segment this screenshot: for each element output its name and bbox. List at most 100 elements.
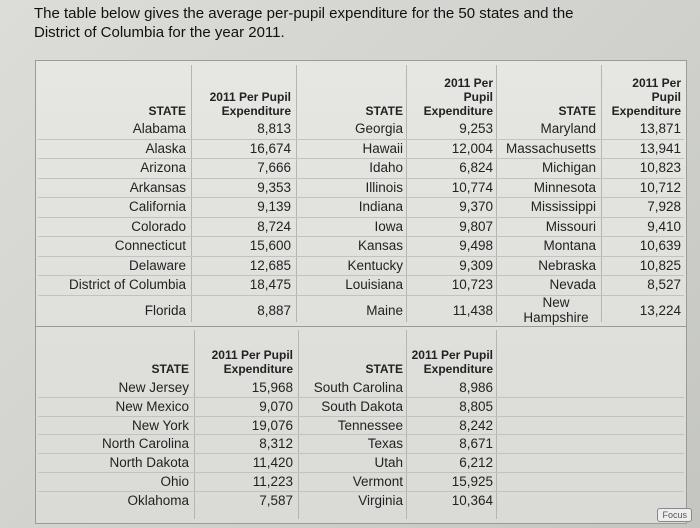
expenditure-value: 19,076: [251, 417, 293, 433]
state-name: Hawaii: [362, 140, 403, 156]
row-line: [38, 434, 684, 436]
expenditure-value: 9,309: [459, 257, 493, 273]
state-name: Michigan: [541, 160, 596, 175]
expenditure-value: 8,813: [257, 121, 291, 136]
state-name: Louisiana: [345, 277, 403, 292]
state-name: Connecticut: [114, 238, 186, 253]
expenditure-value: 10,639: [639, 238, 681, 253]
expenditure-value: 11,420: [252, 455, 293, 471]
state-name: Utah: [374, 455, 403, 471]
row-line: [38, 472, 684, 473]
row-line: [38, 138, 684, 140]
intro-text: The table below gives the average per-pu…: [34, 5, 574, 41]
state-name: Indiana: [358, 199, 403, 214]
state-header: STATE: [558, 104, 596, 118]
column-line: [406, 65, 407, 322]
state-header: STATE: [151, 362, 189, 376]
column-line: [194, 330, 195, 519]
expenditure-value: 9,353: [257, 179, 291, 195]
column-line: [496, 65, 497, 322]
expenditure-value: 11,438: [452, 303, 493, 318]
state-name: Arkansas: [129, 179, 186, 195]
state-name: New Hampshire: [523, 295, 589, 325]
state-name: Florida: [144, 303, 186, 318]
row-line: [38, 396, 684, 398]
expenditure-value: 8,805: [459, 398, 493, 414]
state-name: New Jersey: [118, 380, 189, 395]
row-line: [38, 415, 684, 417]
expenditure-value: 9,807: [459, 218, 493, 234]
state-name: Massachusetts: [505, 140, 596, 156]
state-header: STATE: [365, 104, 403, 118]
state-name: Iowa: [374, 218, 403, 234]
expenditure-value: 9,139: [257, 199, 291, 214]
state-name: Arizona: [140, 160, 186, 175]
expenditure-table: STATE 2011 Per Pupil Expenditure Alabama 8,…: [35, 60, 687, 524]
expenditure-header: 2011 Per Pupil Expenditure: [611, 76, 681, 118]
expenditure-value: 9,253: [459, 121, 493, 136]
state-name: Kentucky: [347, 257, 403, 273]
expenditure-value: 8,242: [459, 417, 493, 433]
block-divider: [36, 326, 686, 327]
expenditure-value: 10,723: [451, 277, 493, 292]
state-name: Nevada: [549, 277, 596, 292]
expenditure-value: 8,986: [459, 380, 493, 395]
state-name: Delaware: [128, 257, 186, 273]
state-name: New Mexico: [115, 398, 189, 414]
state-header: STATE: [365, 362, 403, 376]
state-name: Ohio: [160, 474, 189, 489]
expenditure-value: 10,825: [639, 257, 681, 273]
state-name: Vermont: [352, 474, 403, 489]
expenditure-value: 8,724: [257, 218, 291, 234]
expenditure-value: 9,498: [459, 238, 493, 253]
expenditure-value: 10,823: [639, 160, 681, 175]
state-name: Virginia: [358, 492, 403, 508]
row-line: [38, 158, 684, 159]
expenditure-value: 15,600: [249, 238, 291, 253]
column-line: [298, 330, 299, 519]
state-name: North Carolina: [101, 436, 189, 452]
state-name: Missouri: [545, 218, 596, 234]
expenditure-value: 15,968: [251, 380, 293, 395]
expenditure-value: 10,774: [451, 179, 493, 195]
row-line: [38, 275, 684, 276]
column-line: [406, 330, 407, 519]
column-line: [191, 65, 192, 322]
expenditure-value: 7,928: [647, 199, 681, 214]
column-line: [496, 330, 497, 519]
state-name: Alaska: [145, 140, 186, 156]
state-name: Kansas: [357, 238, 403, 253]
column-line: [601, 65, 602, 322]
row-line: [38, 453, 684, 455]
expenditure-header: 2011 Per Pupil Expenditure: [411, 348, 493, 376]
expenditure-value: 6,824: [459, 160, 493, 175]
state-name: South Carolina: [313, 380, 403, 395]
state-name: Idaho: [369, 160, 403, 175]
expenditure-value: 10,712: [639, 179, 681, 195]
state-name: Oklahoma: [127, 492, 189, 508]
state-name: South Dakota: [321, 398, 403, 414]
row-line: [38, 490, 684, 492]
focus-badge: Focus: [657, 508, 692, 522]
expenditure-value: 18,475: [249, 277, 291, 292]
state-name: District of Columbia: [68, 277, 186, 292]
expenditure-value: 13,871: [639, 121, 681, 136]
row-line: [38, 197, 684, 198]
state-name: Alabama: [132, 121, 186, 136]
state-header: STATE: [148, 104, 186, 118]
expenditure-value: 9,410: [647, 218, 681, 234]
state-name: Mississippi: [530, 199, 596, 214]
state-name: New York: [131, 417, 189, 433]
expenditure-value: 8,527: [647, 277, 681, 292]
expenditure-header: 2011 Per Pupil Expenditure: [209, 90, 291, 118]
row-line: [38, 294, 684, 296]
expenditure-value: 9,070: [259, 398, 293, 414]
expenditure-value: 7,587: [259, 492, 293, 508]
state-name: Colorado: [131, 218, 186, 234]
state-name: Illinois: [365, 179, 403, 195]
row-line: [38, 177, 684, 179]
state-name: North Dakota: [109, 455, 189, 471]
expenditure-header: 2011 Per Pupil Expenditure: [423, 76, 493, 118]
state-name: Tennessee: [337, 417, 403, 433]
